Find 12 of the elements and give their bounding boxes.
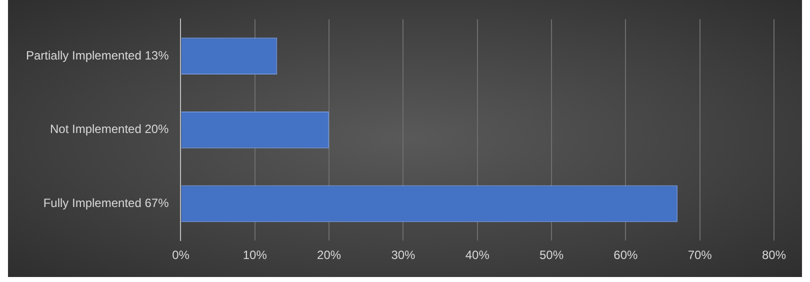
y-tick-label: Partially Implemented 13% — [26, 48, 170, 62]
x-tick-label: 60% — [614, 248, 638, 262]
y-tick-label: Not Implemented 20% — [50, 122, 170, 136]
x-tick-label: 10% — [242, 248, 268, 262]
x-tick-label: 0% — [172, 248, 190, 262]
x-tick-label: 40% — [465, 248, 490, 262]
x-tick-label: 70% — [688, 248, 712, 262]
x-tick-label: 50% — [540, 248, 564, 262]
x-tick-label: 30% — [391, 248, 416, 262]
x-tick-label: 80% — [762, 248, 786, 262]
y-tick-label: Fully Implemented 67% — [43, 196, 170, 210]
x-tick-label: 20% — [317, 248, 342, 262]
